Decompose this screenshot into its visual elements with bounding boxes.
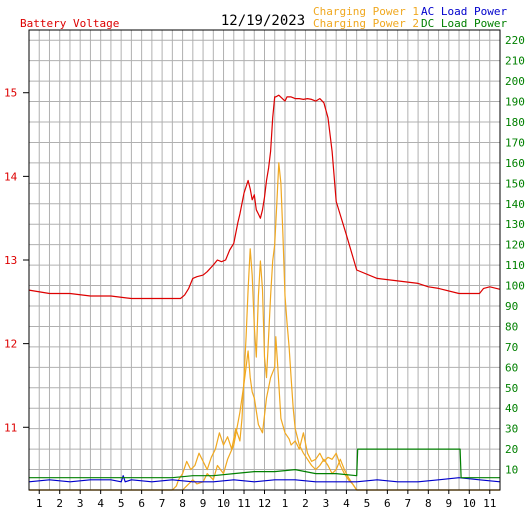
x-axis-tick-label: 7 [405, 497, 412, 510]
right-axis-tick-label: 30 [505, 423, 518, 436]
x-axis-tick-label: 9 [445, 497, 452, 510]
x-axis-tick-label: 10 [463, 497, 476, 510]
x-axis-tick-label: 6 [138, 497, 145, 510]
x-axis-tick-label: 10 [217, 497, 230, 510]
left-axis-tick-label: 13 [4, 254, 17, 267]
chart-title: 12/19/2023 [221, 13, 305, 29]
right-axis-tick-label: 100 [505, 280, 525, 293]
legend-charging-power-1: Charging Power 1 [313, 5, 419, 18]
right-axis-tick-label: 210 [505, 55, 525, 68]
left-axis-tick-label: 14 [4, 170, 18, 183]
right-axis-tick-label: 60 [505, 361, 518, 374]
legend-dc-load-power: DC Load Power [421, 17, 507, 30]
x-axis-tick-label: 8 [425, 497, 432, 510]
right-axis-tick-label: 180 [505, 116, 525, 129]
x-axis-tick-label: 2 [302, 497, 309, 510]
x-axis-tick-label: 7 [159, 497, 166, 510]
left-axis-label: Battery Voltage [20, 17, 119, 30]
x-axis-tick-label: 11 [483, 497, 496, 510]
right-axis-tick-label: 120 [505, 239, 525, 252]
x-axis-tick-label: 9 [200, 497, 207, 510]
left-axis-tick-label: 15 [4, 87, 17, 100]
x-axis-tick-label: 6 [384, 497, 391, 510]
x-axis-ticks: 1 2 3 4 5 6 7 8 9 10 11 12 1 2 3 4 5 6 7 8 9 10 11 [36, 490, 496, 510]
x-axis-tick-label: 1 [282, 497, 289, 510]
right-axis-tick-label: 200 [505, 75, 525, 88]
left-axis-tick-label: 12 [4, 338, 17, 351]
right-axis-tick-label: 160 [505, 157, 525, 170]
right-axis-tick-label: 40 [505, 402, 518, 415]
series-line-battery-voltage [28, 94, 501, 300]
x-axis-tick-label: 5 [364, 497, 371, 510]
right-axis-tick-label: 20 [505, 443, 518, 456]
x-axis-tick-label: 4 [97, 497, 104, 510]
x-axis-tick-label: 11 [237, 497, 250, 510]
right-axis-tick-label: 70 [505, 341, 518, 354]
right-axis-tick-label: 90 [505, 300, 518, 313]
x-axis-tick-label: 2 [56, 497, 63, 510]
right-axis-tick-label: 10 [505, 464, 518, 477]
series-line-charging-power-2 [29, 336, 500, 491]
right-axis-tick-label: 140 [505, 198, 525, 211]
right-axis-tick-label: 170 [505, 136, 525, 149]
x-axis-tick-label: 8 [179, 497, 186, 510]
series-line-dc-load-power [29, 448, 500, 479]
x-axis-tick-label: 5 [118, 497, 125, 510]
right-axis-tick-label: 80 [505, 320, 518, 333]
right-axis-tick-label: 190 [505, 96, 525, 109]
legend-ac-load-power: AC Load Power [421, 5, 507, 18]
x-axis-tick-label: 12 [258, 497, 271, 510]
x-axis-tick-label: 1 [36, 497, 43, 510]
right-axis-tick-label: 110 [505, 259, 525, 272]
series-line-ac-load-power [28, 475, 501, 483]
right-axis-tick-label: 220 [505, 34, 525, 47]
right-axis-tick-label: 50 [505, 382, 518, 395]
right-axis-tick-label: 130 [505, 218, 525, 231]
left-axis-tick-label: 11 [4, 421, 17, 434]
legend-charging-power-2: Charging Power 2 [313, 17, 419, 30]
series-line-charging-power-1 [29, 162, 500, 491]
grid [28, 30, 501, 491]
left-axis-ticks: 11 12 13 14 15 [4, 87, 29, 434]
right-axis-ticks: 10 20 30 40 50 60 70 80 90 100 110 120 130 140 150 160 1… [505, 34, 525, 476]
x-axis-tick-label: 3 [77, 497, 84, 510]
right-axis-tick-label: 150 [505, 177, 525, 190]
x-axis-tick-label: 4 [343, 497, 350, 510]
x-axis-tick-label: 3 [323, 497, 330, 510]
series [28, 94, 501, 491]
